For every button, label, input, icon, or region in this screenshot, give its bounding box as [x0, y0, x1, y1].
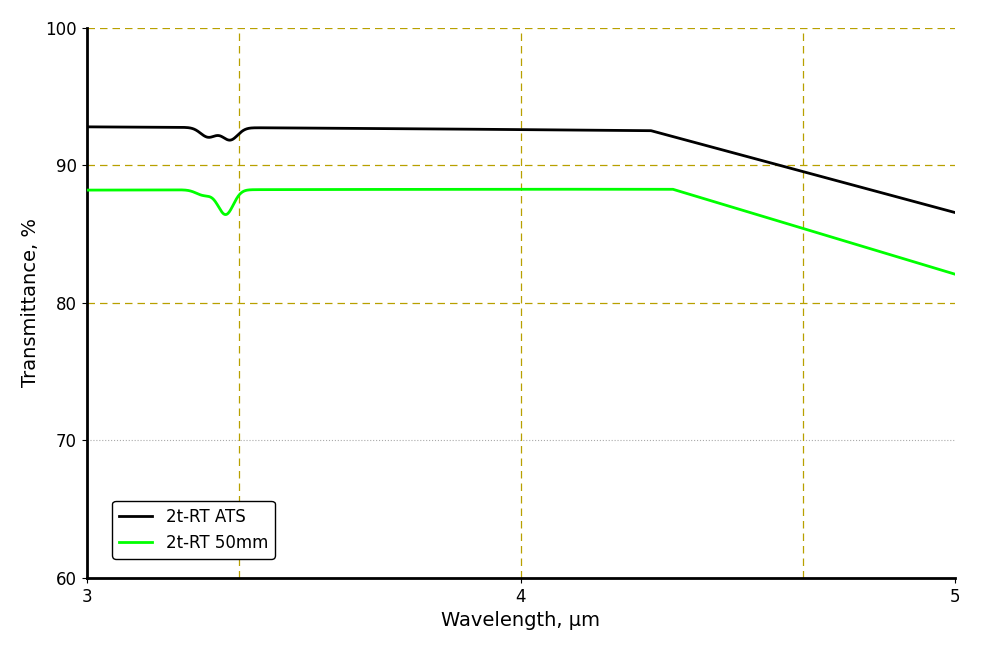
- 2t-RT 50mm: [839, 237, 851, 245]
- 2t-RT 50mm: [232, 193, 243, 201]
- 2t-RT 50mm: [623, 186, 635, 193]
- 2t-RT 50mm: [949, 270, 960, 278]
- X-axis label: Wavelength, μm: Wavelength, μm: [441, 611, 600, 630]
- 2t-RT ATS: [451, 125, 463, 133]
- Y-axis label: Transmittance, %: Transmittance, %: [21, 218, 40, 387]
- 2t-RT 50mm: [180, 186, 191, 194]
- Line: 2t-RT ATS: 2t-RT ATS: [86, 127, 955, 212]
- 2t-RT 50mm: [451, 186, 463, 193]
- 2t-RT ATS: [949, 208, 960, 216]
- Legend: 2t-RT ATS, 2t-RT 50mm: 2t-RT ATS, 2t-RT 50mm: [113, 501, 275, 559]
- 2t-RT 50mm: [932, 265, 944, 273]
- 2t-RT ATS: [80, 123, 92, 131]
- 2t-RT ATS: [839, 179, 851, 187]
- 2t-RT ATS: [180, 124, 191, 132]
- 2t-RT ATS: [932, 204, 944, 212]
- Line: 2t-RT 50mm: 2t-RT 50mm: [86, 189, 955, 274]
- 2t-RT ATS: [232, 132, 243, 139]
- 2t-RT 50mm: [414, 186, 426, 193]
- 2t-RT ATS: [414, 125, 426, 133]
- 2t-RT 50mm: [80, 186, 92, 194]
